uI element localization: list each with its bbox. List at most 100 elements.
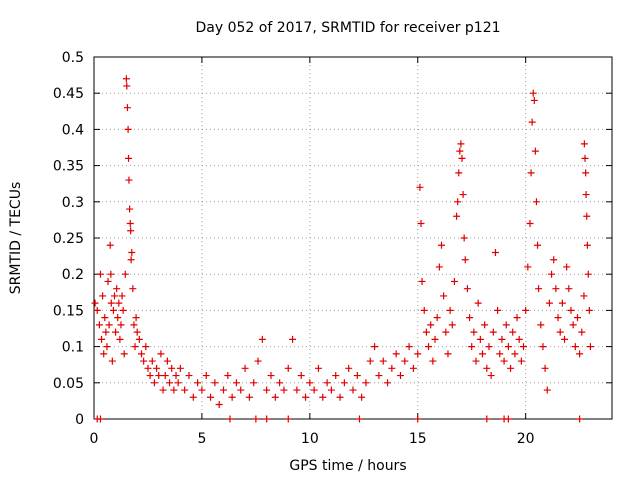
data-point bbox=[543, 386, 551, 394]
data-point bbox=[586, 343, 594, 351]
data-point bbox=[558, 299, 566, 307]
data-point bbox=[569, 321, 577, 329]
data-point bbox=[126, 220, 134, 228]
data-point bbox=[461, 256, 469, 264]
data-point bbox=[358, 393, 366, 401]
data-point bbox=[409, 364, 417, 372]
data-point bbox=[345, 364, 353, 372]
data-point bbox=[550, 256, 558, 264]
data-point bbox=[468, 343, 476, 351]
data-point bbox=[446, 306, 454, 314]
data-point bbox=[128, 248, 136, 256]
data-point bbox=[232, 379, 240, 387]
data-point bbox=[181, 386, 189, 394]
data-points bbox=[91, 75, 594, 423]
data-point bbox=[293, 386, 301, 394]
data-point bbox=[140, 357, 148, 365]
data-point bbox=[137, 350, 145, 358]
data-point bbox=[121, 270, 129, 278]
data-point bbox=[554, 314, 562, 322]
data-point bbox=[306, 379, 314, 387]
data-point bbox=[500, 357, 508, 365]
data-point bbox=[124, 125, 132, 133]
data-point bbox=[226, 415, 234, 423]
data-point bbox=[459, 191, 467, 199]
y-tick-label: 0.1 bbox=[62, 340, 84, 356]
data-point bbox=[254, 357, 262, 365]
data-point bbox=[498, 335, 506, 343]
data-point bbox=[109, 306, 117, 314]
data-point bbox=[567, 306, 575, 314]
data-point bbox=[362, 379, 370, 387]
data-point bbox=[561, 335, 569, 343]
data-point bbox=[102, 328, 110, 336]
data-point bbox=[263, 386, 271, 394]
data-point bbox=[126, 205, 134, 213]
data-point bbox=[314, 364, 322, 372]
data-point bbox=[522, 306, 530, 314]
data-point bbox=[108, 357, 116, 365]
data-point bbox=[537, 321, 545, 329]
x-tick-label: 15 bbox=[409, 431, 427, 447]
y-tick-label: 0 bbox=[75, 412, 84, 428]
data-point bbox=[392, 350, 400, 358]
data-point bbox=[437, 241, 445, 249]
data-point bbox=[414, 415, 422, 423]
data-point bbox=[375, 372, 383, 380]
data-point bbox=[417, 220, 425, 228]
data-point bbox=[526, 220, 534, 228]
x-axis-label: GPS time / hours bbox=[289, 458, 406, 474]
data-point bbox=[504, 415, 512, 423]
data-point bbox=[504, 343, 512, 351]
data-point bbox=[327, 386, 335, 394]
data-point bbox=[332, 372, 340, 380]
data-point bbox=[366, 357, 374, 365]
y-tick-label: 0.45 bbox=[53, 86, 84, 102]
data-point bbox=[355, 415, 363, 423]
data-point bbox=[456, 147, 464, 155]
data-point bbox=[507, 364, 515, 372]
data-point bbox=[455, 169, 463, 177]
data-point bbox=[189, 393, 197, 401]
y-tick-label: 0.5 bbox=[62, 50, 84, 66]
data-point bbox=[548, 270, 556, 278]
x-tick-label: 0 bbox=[90, 431, 99, 447]
data-point bbox=[454, 198, 462, 206]
data-point bbox=[150, 379, 158, 387]
data-point bbox=[146, 372, 154, 380]
data-point bbox=[99, 292, 107, 300]
data-point bbox=[241, 364, 249, 372]
data-point bbox=[117, 321, 125, 329]
data-point bbox=[220, 386, 227, 394]
data-point bbox=[172, 372, 180, 380]
data-point bbox=[422, 328, 430, 336]
data-point bbox=[174, 379, 182, 387]
data-point bbox=[123, 104, 131, 112]
data-point bbox=[120, 350, 128, 358]
data-point bbox=[379, 357, 387, 365]
data-point bbox=[142, 343, 150, 351]
data-point bbox=[487, 372, 495, 380]
data-point bbox=[429, 357, 437, 365]
data-point bbox=[176, 364, 184, 372]
data-point bbox=[401, 357, 409, 365]
data-point bbox=[252, 415, 260, 423]
y-tick-label: 0.4 bbox=[62, 122, 84, 138]
y-tick-label: 0.25 bbox=[53, 231, 84, 247]
grid-lines bbox=[94, 57, 612, 419]
data-point bbox=[127, 256, 135, 264]
data-point bbox=[115, 299, 123, 307]
data-point bbox=[491, 248, 499, 256]
data-point bbox=[585, 306, 593, 314]
data-point bbox=[453, 212, 461, 220]
data-point bbox=[539, 343, 547, 351]
data-point bbox=[435, 263, 443, 271]
data-point bbox=[582, 191, 590, 199]
data-point bbox=[420, 306, 428, 314]
data-point bbox=[485, 343, 493, 351]
data-point bbox=[157, 350, 165, 358]
data-point bbox=[489, 328, 497, 336]
data-point bbox=[100, 350, 108, 358]
y-axis-label: SRMTID / TECUs bbox=[8, 182, 24, 295]
